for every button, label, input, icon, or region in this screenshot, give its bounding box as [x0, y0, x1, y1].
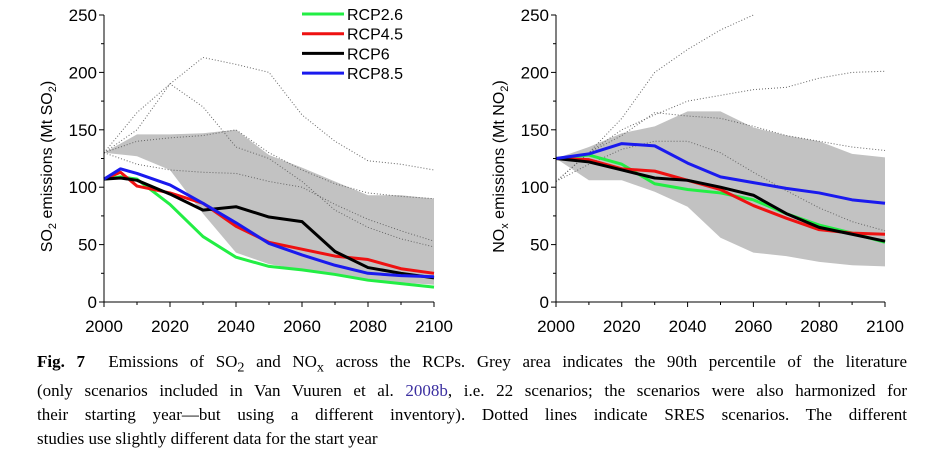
label-text: emissions (Mt NO: [491, 92, 508, 224]
y-tick-label: 200: [69, 63, 97, 82]
label-text: ): [491, 80, 508, 85]
y-tick-label: 100: [69, 178, 97, 197]
chart-1: 0 50 100 150 200 250 2000 2020 2040 2060 2080 2100 S…: [39, 6, 453, 336]
y-tick-label: 200: [521, 63, 549, 82]
legend-label: RCP2.6: [347, 7, 403, 24]
caption-line-1: Fig. 7 Emissions of SO2 and NOx across t…: [37, 350, 907, 379]
figure-caption: Fig. 7 Emissions of SO2 and NOx across t…: [37, 350, 907, 451]
chart-2: 0 50 100 150 200 250 2000 2020 2040 2060 2080 2100 N…: [491, 6, 904, 336]
x-tick-label: 2100: [866, 317, 904, 336]
legend-label: RCP8.5: [347, 66, 403, 83]
y-tick-label: 50: [78, 236, 97, 255]
label-text: NO: [491, 229, 508, 253]
y-tick-label: 100: [521, 178, 549, 197]
x-tick-label: 2040: [669, 317, 707, 336]
figure-label: Fig. 7: [37, 352, 86, 371]
x-tick-label: 2000: [85, 317, 123, 336]
series-line-rcp6: [103, 176, 435, 280]
legend-label: RCP6: [347, 46, 390, 63]
citation-link[interactable]: 2008b: [405, 381, 448, 401]
x-tick-label: 2040: [217, 317, 255, 336]
y-tick-label: 250: [521, 6, 549, 25]
x-tick-label: 2060: [283, 317, 321, 336]
legend-label: RCP4.5: [347, 27, 403, 44]
caption-line-3: their starting year—but using a differen…: [37, 405, 907, 425]
x-tick-label: 2100: [415, 317, 453, 336]
sres-dotted-line: [555, 112, 886, 182]
x-tick-label: 2080: [800, 317, 838, 336]
subscript: 2: [47, 86, 59, 92]
caption-line-4: studies use slightly different data for …: [37, 429, 378, 449]
series-line-rcp6: [555, 157, 886, 243]
label-text: SO: [39, 229, 56, 252]
subscript: 2: [499, 86, 511, 92]
sres-dotted-line: [555, 70, 886, 182]
sres-dotted-line: [555, 14, 754, 182]
x-tick-label: 2060: [734, 317, 772, 336]
subscript: 2: [47, 223, 59, 229]
x-tick-label: 2020: [151, 317, 189, 336]
series-line-rcp26: [555, 153, 886, 244]
y-axis-label: NOx emissions (Mt NO2): [491, 80, 511, 253]
percentile-band: [104, 129, 434, 285]
caption-text: (only scenarios included in Van Vuuren e…: [37, 381, 406, 401]
y-tick-label: 0: [540, 293, 549, 312]
series-line-rcp85: [103, 167, 435, 279]
y-tick-label: 250: [69, 6, 97, 25]
caption-text: and NO: [244, 352, 317, 371]
series-line-rcp85: [555, 142, 886, 205]
sres-dotted-line: [103, 56, 435, 171]
y-tick-label: 150: [521, 121, 549, 140]
y-tick-label: 150: [69, 121, 97, 140]
sres-dotted-line: [555, 140, 886, 232]
caption-line-2: (only scenarios included in Van Vuuren e…: [37, 379, 907, 403]
caption-text: Emissions of SO: [108, 352, 238, 371]
caption-text: across the RCPs. Grey area indicates the…: [323, 352, 908, 371]
x-tick-label: 2020: [603, 317, 641, 336]
sres-dotted-line: [103, 152, 435, 242]
y-tick-label: 0: [88, 293, 97, 312]
label-text: emissions (Mt SO: [39, 92, 56, 223]
subscript: 2: [237, 359, 245, 376]
sres-dotted-line: [103, 129, 435, 200]
y-tick-label: 50: [530, 236, 549, 255]
caption-text: , i.e. 22 scenarios; the scenarios were …: [447, 381, 907, 401]
subscript: x: [316, 359, 324, 376]
x-tick-label: 2000: [537, 317, 575, 336]
subscript: x: [499, 223, 511, 229]
label-text: ): [39, 81, 56, 86]
x-tick-label: 2080: [349, 317, 387, 336]
y-axis-label: SO2 emissions (Mt SO2): [39, 81, 59, 252]
